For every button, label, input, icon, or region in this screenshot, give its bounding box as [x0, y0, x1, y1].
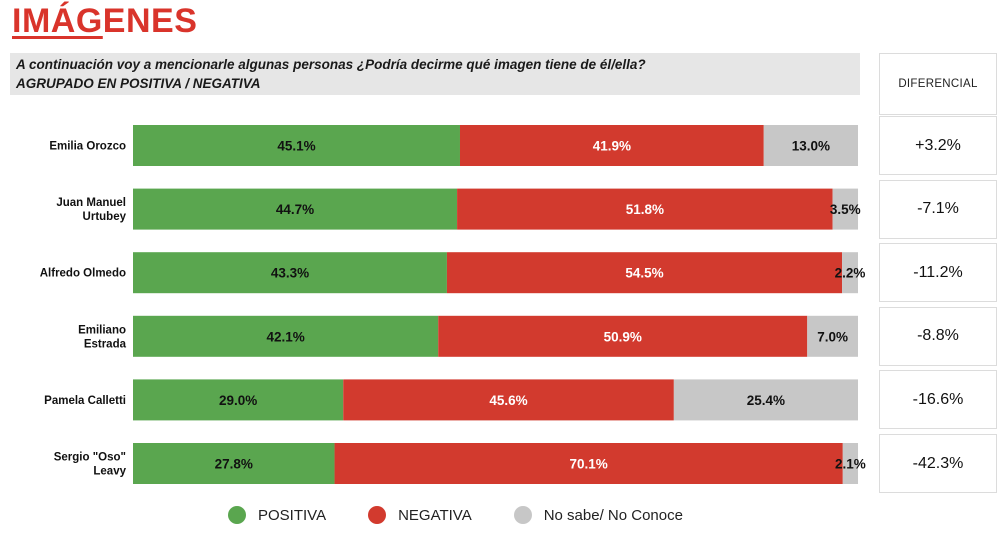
- data-label-nosabe: 3.5%: [830, 202, 861, 217]
- data-label-positiva: 45.1%: [277, 139, 315, 154]
- bar-segment-nosabe: [832, 188, 859, 230]
- category-label: Emilia Orozco: [49, 141, 126, 153]
- diferencial-header: DIFERENCIAL: [879, 53, 997, 115]
- data-label-nosabe: 7.0%: [817, 329, 848, 344]
- bar-segment-nosabe: [763, 125, 858, 166]
- category-label: Sergio "Oso" Leavy: [54, 452, 127, 478]
- bar-segment-negativa: [446, 252, 843, 294]
- data-label-negativa: 41.9%: [593, 139, 631, 154]
- data-label-positiva: 44.7%: [276, 202, 314, 217]
- bar-segment-negativa: [459, 125, 764, 166]
- bar-segment-positiva: [133, 252, 447, 294]
- data-label-positiva: 43.3%: [271, 266, 309, 281]
- data-label-positiva: 42.1%: [266, 329, 304, 344]
- bar-segment-positiva: [133, 125, 460, 166]
- legend-label: POSITIVA: [258, 506, 327, 524]
- bar-segment-positiva: [133, 188, 458, 230]
- diferencial-value: -7.1%: [879, 179, 997, 239]
- chart-title-part2: ENES: [102, 2, 198, 40]
- legend-item-negativa: NEGATIVA: [368, 506, 472, 524]
- data-label-negativa: 45.6%: [489, 393, 527, 408]
- bar-segment-nosabe: [842, 443, 859, 484]
- data-label-nosabe: 13.0%: [792, 139, 830, 154]
- data-label-negativa: 54.5%: [625, 266, 663, 281]
- data-label-nosabe: 2.1%: [835, 457, 866, 472]
- legend-swatch: [228, 506, 246, 524]
- bar-segment-negativa: [438, 315, 808, 357]
- diferencial-value: -42.3%: [879, 434, 997, 493]
- bar-segment-nosabe: [807, 315, 858, 357]
- bar-segment-positiva: [133, 315, 439, 357]
- legend-item-positiva: POSITIVA: [228, 506, 326, 524]
- diferencial-value: -8.8%: [879, 306, 997, 366]
- category-label: Emiliano Estrada: [78, 324, 127, 350]
- legend-swatch: [513, 506, 532, 524]
- data-label-negativa: 70.1%: [570, 457, 608, 472]
- chart-title: IMÁGENES: [12, 2, 197, 41]
- legend-swatch: [368, 506, 387, 524]
- bar-segment-negativa: [457, 188, 833, 230]
- data-label-nosabe: 25.4%: [747, 393, 785, 408]
- question-subtitle: AGRUPADO EN POSITIVA / NEGATIVA: [16, 76, 261, 91]
- diferencial-value: +3.2%: [879, 116, 997, 175]
- bar-segment-negativa: [343, 379, 674, 421]
- bar-segment-positiva: [133, 379, 344, 421]
- question-text: A continuación voy a mencionarle algunas…: [16, 57, 646, 72]
- bar-segment-negativa: [334, 443, 843, 484]
- question-box: A continuación voy a mencionarle algunas…: [10, 53, 860, 95]
- bar-segment-nosabe: [842, 252, 858, 294]
- data-label-negativa: 50.9%: [604, 329, 642, 344]
- legend-label: No sabe/ No Conoce: [543, 506, 683, 524]
- category-label: Alfredo Olmedo: [40, 268, 126, 280]
- data-label-positiva: 29.0%: [219, 393, 257, 408]
- data-label-negativa: 51.8%: [626, 202, 664, 217]
- legend-label: NEGATIVA: [398, 506, 472, 524]
- diferencial-value: -11.2%: [879, 243, 997, 303]
- data-label-positiva: 27.8%: [215, 457, 253, 472]
- diferencial-value: -16.6%: [879, 370, 997, 430]
- legend-item-nosabe: No sabe/ No Conoce: [513, 506, 683, 524]
- bar-segment-positiva: [133, 443, 335, 484]
- data-label-nosabe: 2.2%: [835, 266, 866, 281]
- bar-segment-nosabe: [673, 379, 858, 421]
- category-label: Juan Manuel Urtubey: [56, 197, 126, 223]
- category-label: Pamela Calletti: [44, 395, 126, 407]
- chart-title-part1: IMÁG: [12, 2, 103, 40]
- chart-legend: POSITIVA NEGATIVA No sabe/ No Conoce: [228, 502, 725, 528]
